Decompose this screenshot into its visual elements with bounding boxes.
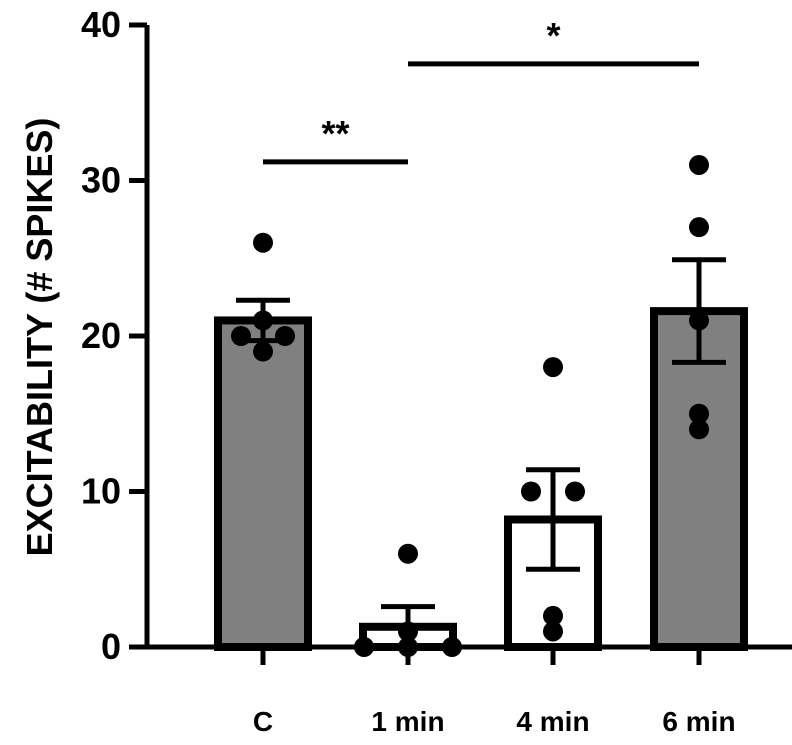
x-tick-label: 6 min [662, 706, 735, 737]
bar-c [214, 316, 312, 651]
significance-label: * [546, 15, 560, 56]
data-point [689, 310, 709, 331]
x-tick-label: C [253, 706, 273, 737]
data-point [689, 154, 709, 175]
data-point [689, 217, 709, 238]
data-point [253, 232, 273, 253]
data-point [398, 621, 418, 642]
y-tick-label: 40 [81, 4, 121, 45]
data-point [543, 605, 563, 626]
axes [144, 25, 792, 650]
y-tick-label: 10 [81, 471, 121, 512]
significance-label: ** [321, 113, 349, 154]
y-tick-label: 20 [81, 315, 121, 356]
data-point [543, 357, 563, 378]
y-axis-ticks: 0 10 20 30 40 [81, 4, 147, 667]
x-tick-label: 4 min [516, 706, 589, 737]
x-axis-categories: C 1 min 4 min 6 min [253, 647, 736, 737]
data-point [398, 543, 418, 564]
data-point [253, 310, 273, 331]
significance-markers: *** [263, 15, 699, 165]
data-point [689, 419, 709, 440]
data-point [565, 481, 585, 502]
y-tick-label: 0 [101, 626, 121, 667]
y-axis-label: EXCITABILITY (# SPIKES) [19, 118, 60, 557]
data-point [689, 403, 709, 424]
data-point [521, 481, 541, 502]
x-tick-label: 1 min [371, 706, 444, 737]
data-point [275, 326, 295, 346]
y-tick-label: 30 [81, 160, 121, 201]
data-point [231, 326, 251, 346]
bars [214, 307, 748, 651]
data-point [253, 341, 273, 362]
data-point [543, 621, 563, 642]
